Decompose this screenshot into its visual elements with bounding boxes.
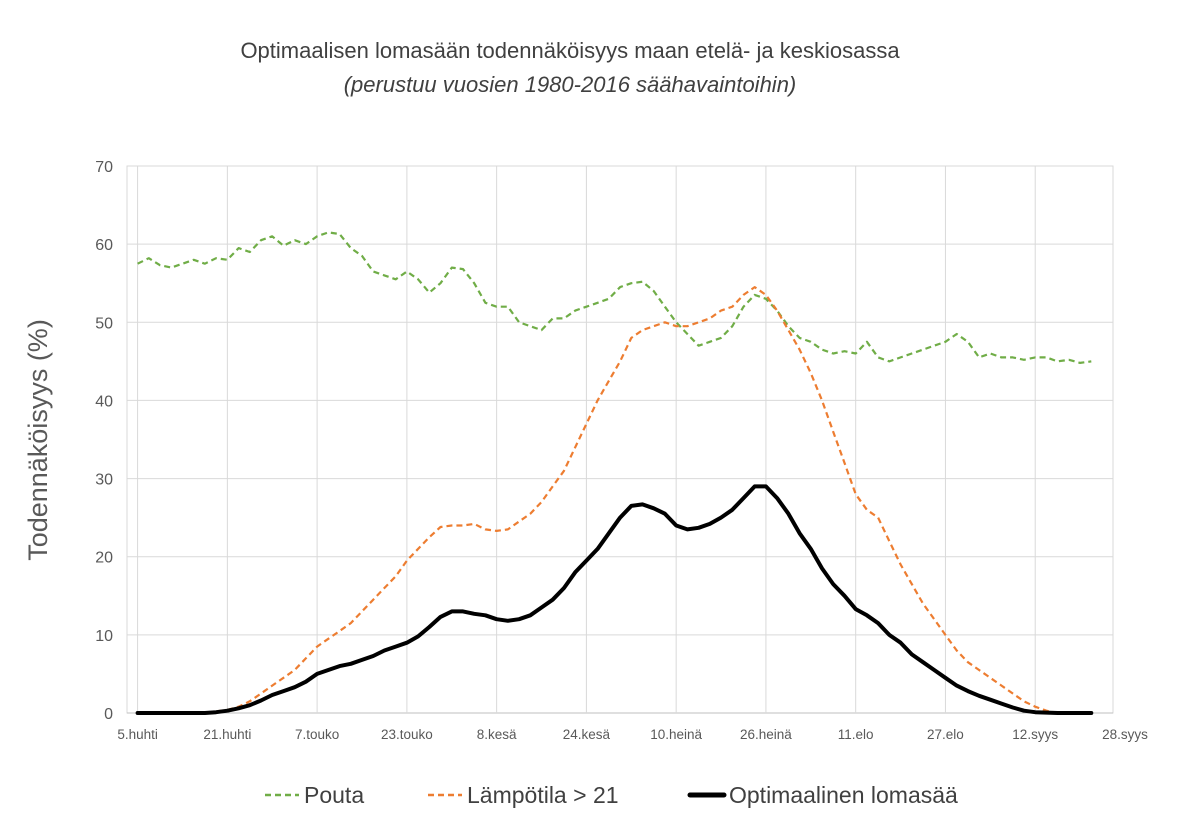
x-tick-label: 10.heinä (650, 727, 702, 742)
series-line-1 (137, 286, 1092, 715)
gridlines (126, 165, 1114, 714)
y-tick-label: 40 (95, 393, 113, 410)
y-tick-label: 60 (95, 237, 113, 254)
series-line-0 (137, 231, 1092, 364)
legend-label-0: Pouta (304, 782, 364, 808)
x-tick-label: 11.elo (838, 727, 874, 742)
x-tick-label: 26.heinä (740, 727, 792, 742)
y-tick-label: 10 (95, 628, 113, 645)
x-tick-label: 21.huhti (203, 727, 251, 742)
y-tick-label: 30 (95, 472, 113, 489)
y-tick-label: 70 (95, 159, 113, 176)
x-tick-label: 27.elo (927, 727, 964, 742)
x-tick-label: 7.touko (295, 727, 339, 742)
legend-label-2: Optimaalinen lomasää (729, 782, 958, 808)
x-tick-label: 5.huhti (117, 727, 158, 742)
y-tick-label: 0 (104, 706, 113, 723)
y-tick-label: 20 (95, 550, 113, 567)
y-axis-ticks: 0 10 20 30 40 50 60 70 (95, 159, 113, 723)
x-tick-label: 28.syys (1102, 727, 1148, 742)
legend: Pouta Lämpötila > 21 Optimaalinen lomasää (265, 782, 958, 808)
chart-title: Optimaalisen lomasään todennäköisyys maa… (240, 38, 900, 63)
series-line-2 (135, 484, 1094, 715)
y-tick-label: 50 (95, 315, 113, 332)
x-tick-label: 23.touko (381, 727, 433, 742)
x-tick-label: 12.syys (1012, 727, 1058, 742)
chart-subtitle: (perustuu vuosien 1980-2016 säähavaintoi… (344, 72, 797, 97)
plot-area-border (126, 165, 1114, 714)
x-tick-label: 8.kesä (477, 727, 517, 742)
series-lines (135, 231, 1094, 715)
x-axis-ticks: 5.huhti 21.huhti 7.touko 23.touko 8.kesä 24.k… (117, 727, 1148, 742)
y-axis-label: Todennäköisyys (%) (23, 319, 53, 561)
x-tick-label: 24.kesä (563, 727, 611, 742)
legend-label-1: Lämpötila > 21 (467, 782, 619, 808)
